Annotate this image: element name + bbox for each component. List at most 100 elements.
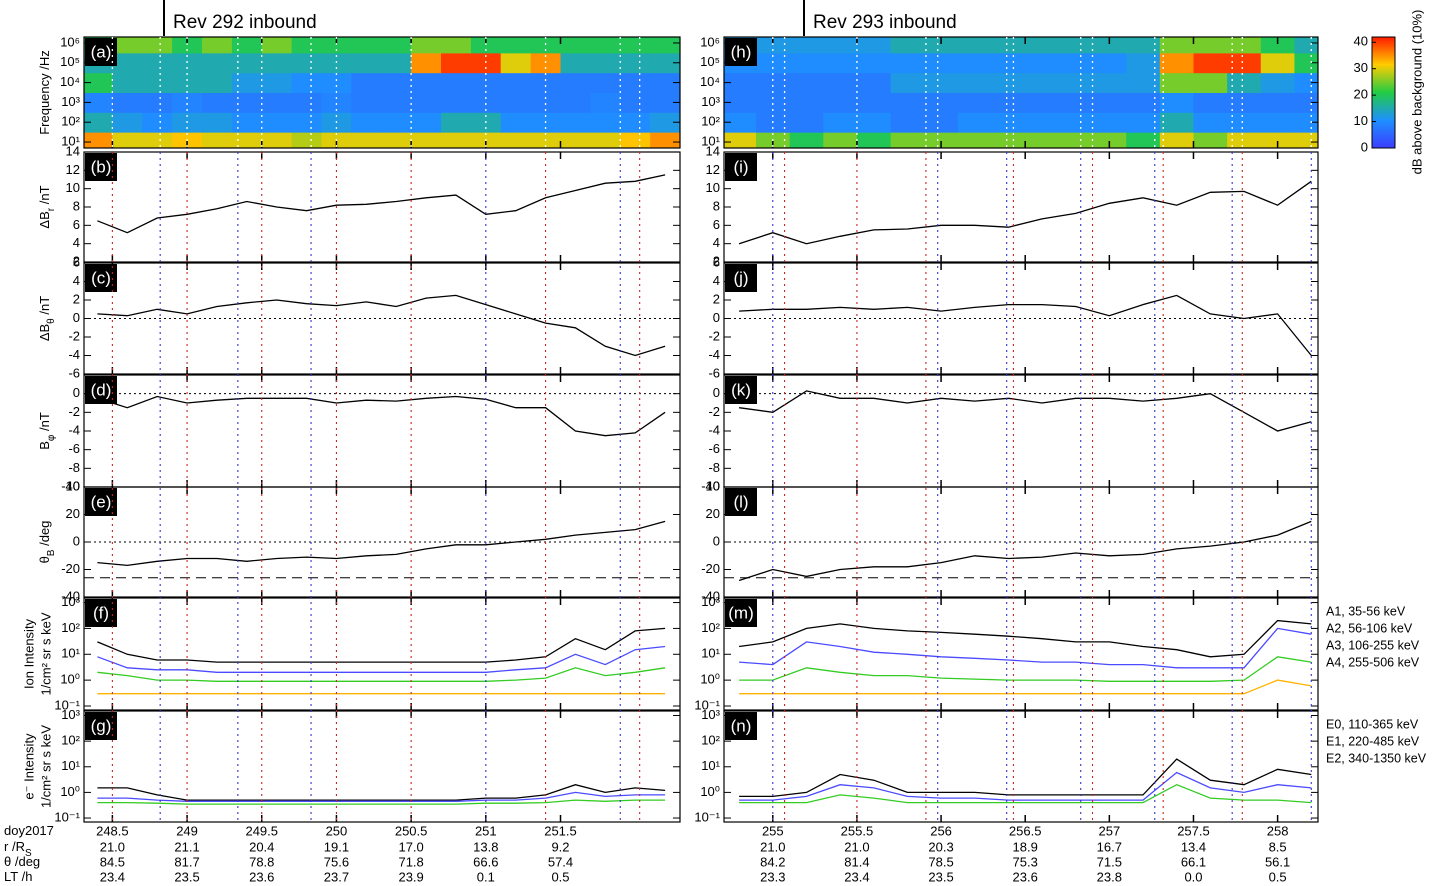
heatmap-cell [1294,72,1318,93]
y-tick-label: 8 [73,198,80,213]
heatmap-cell [84,132,113,148]
heatmap-cell [823,37,858,54]
y-tick-label: 10¹ [61,646,80,661]
ephemeris-value: 0.1 [477,869,495,884]
heatmap-cell [261,37,293,54]
y-tick-label: 40 [706,478,720,493]
y-tick-label: 2 [73,291,80,306]
series-line [739,771,1312,801]
legend-entry: A4, 255-506 keV [1326,655,1420,669]
heatmap-cell [530,72,562,93]
heatmap-cell [724,132,757,148]
heatmap-cell [411,52,442,74]
panel-label: (i) [733,157,748,176]
heatmap-cell [1058,52,1094,74]
x-tick-label: 255.5 [841,823,874,838]
heatmap-cell [957,72,993,93]
series-line [739,619,1312,658]
heatmap-cell [789,72,824,93]
panel-label: (j) [733,268,748,287]
y-tick-label: 20 [706,506,720,521]
heatmap-cell [441,132,472,148]
y-tick-label: -2 [708,404,720,419]
heatmap-cell [411,112,442,133]
heatmap-cell [84,72,113,93]
heatmap-cell [321,37,352,54]
ephemeris-value: 71.8 [398,854,423,869]
heatmap-cell [202,72,233,93]
heatmap-cell [142,92,173,113]
y-tick-label: 10 [66,180,80,195]
heatmap-cell [261,112,293,133]
y-tick-label: -4 [68,347,80,362]
heatmap-cell [1227,37,1262,54]
heatmap-cell [1025,52,1060,74]
heatmap-cell [1092,112,1127,133]
heatmap-cell [957,52,993,74]
series-line [97,791,666,802]
y-tick-label: 6 [713,217,720,232]
heatmap-cell [1092,92,1127,113]
ephemeris-label: doy2017 [4,823,54,838]
label-part: θ [37,556,52,563]
heatmap-cell [1294,52,1318,74]
panel-frame [83,374,681,488]
x-tick-label: 248.5 [96,823,129,838]
label-part: Frequency /Hz [37,50,52,135]
label-sub: B [46,549,57,556]
y-tick-label: 10⁵ [700,54,720,69]
ephemeris-value: 20.3 [928,839,953,854]
heatmap-cell [231,52,263,74]
series-line [739,294,1312,356]
heatmap-cell [856,132,892,148]
y-tick-label: 2 [713,253,720,268]
label-sub: θ [46,318,57,324]
heatmap-cell [890,72,925,93]
heatmap-cell [470,72,502,93]
y-tick-label: 10⁻¹ [694,697,720,712]
colorbar-tick-label: 40 [1354,34,1368,49]
heatmap-cell [991,37,1026,54]
heatmap-cell [1025,37,1060,54]
heatmap-cell [620,92,651,113]
panel-label-box [725,599,757,627]
heatmap-cell [1294,92,1318,113]
heatmap-cell [1260,37,1295,54]
y-tick-label: 10⁰ [700,672,720,687]
heatmap-cell [991,112,1026,133]
heatmap-cell [261,72,293,93]
heatmap-cell [411,132,442,148]
y-tick-label: 8 [713,198,720,213]
heatmap-cell [1058,92,1094,113]
panel-label-box [725,488,757,516]
y-tick-label: 10⁰ [60,784,80,799]
heatmap-cell [1058,72,1094,93]
y-tick-label: -2 [68,328,80,343]
panel-label-box [85,153,117,181]
heatmap-cell [470,52,502,74]
ephemeris-value: 0.5 [551,869,569,884]
heatmap-cell [789,37,824,54]
heatmap-cell [560,92,591,113]
heatmap-cell [142,37,173,54]
ephemeris-value: 17.0 [398,839,423,854]
y-tick-label: 10² [61,114,80,129]
heatmap-cell [470,92,502,113]
heatmap-cell [351,112,382,133]
panel-frame [723,36,1319,149]
heatmap-cell [112,132,143,148]
colorbar [1371,36,1396,149]
heatmap-cell [650,72,680,93]
ephemeris-value: 75.6 [324,854,349,869]
ephemeris-value: 66.6 [473,854,498,869]
heatmap-cell [1193,112,1228,133]
ephemeris-label: r /RS [4,839,32,859]
heatmap-cell [560,37,591,54]
heatmap-cell [823,72,858,93]
heatmap-cell [291,37,323,54]
y-tick-label: 2 [73,253,80,268]
heatmap-cell [991,92,1026,113]
heatmap-cell [381,37,412,54]
heatmap-cell [1227,72,1262,93]
heatmap-cell [1159,132,1194,148]
